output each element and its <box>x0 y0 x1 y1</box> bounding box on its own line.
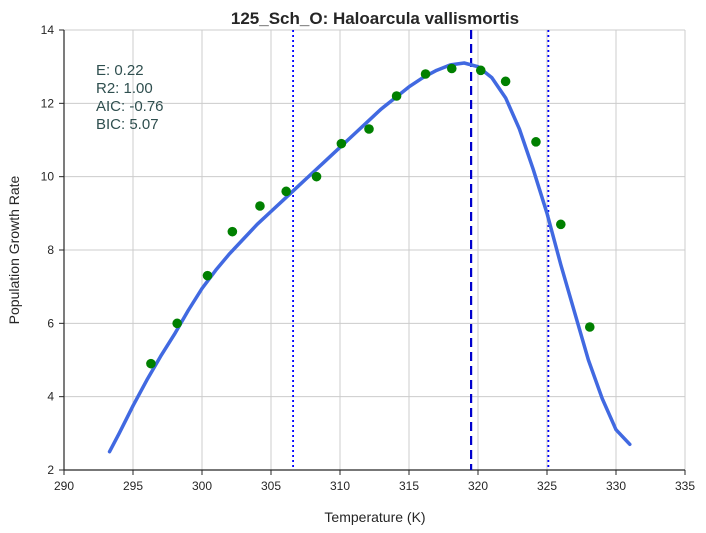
x-tick-label: 300 <box>192 479 212 493</box>
x-tick-label: 325 <box>537 479 557 493</box>
vertical-reference-lines <box>292 30 550 470</box>
data-point <box>420 69 431 79</box>
chart-text: 125_Sch_O: Haloarcula vallismortis Tempe… <box>6 9 519 525</box>
data-point <box>202 270 213 281</box>
x-axis-label: Temperature (K) <box>324 509 425 525</box>
y-tick-label: 10 <box>41 170 55 184</box>
fit-curve <box>107 61 632 454</box>
y-tick-label: 8 <box>47 243 54 257</box>
y-tick-label: 14 <box>41 23 55 37</box>
x-tick-label: 330 <box>606 479 626 493</box>
x-tick-label: 295 <box>123 479 143 493</box>
x-tick-label: 305 <box>261 479 281 493</box>
data-point <box>391 91 402 101</box>
data-point <box>500 76 511 87</box>
data-point <box>311 171 322 182</box>
axes: 290 295 300 305 310 315 320 325 330 335 2 4 6 8 10 12 14 <box>41 23 696 493</box>
y-tick-label: 6 <box>47 316 54 330</box>
fit-curve-layer <box>107 61 632 454</box>
data-point <box>281 186 291 197</box>
data-point <box>584 322 595 332</box>
data-point <box>475 65 486 76</box>
data-point <box>364 124 374 134</box>
data-point <box>146 358 156 369</box>
data-points <box>146 63 595 369</box>
stat-bic: BIC: 5.07 <box>96 116 159 133</box>
data-point <box>556 219 566 230</box>
data-point <box>172 318 182 329</box>
chart-title: 125_Sch_O: Haloarcula vallismortis <box>231 9 519 28</box>
y-tick-label: 2 <box>47 463 54 477</box>
x-tick-label: 320 <box>468 479 488 493</box>
stat-r2: R2: 1.00 <box>96 80 153 97</box>
data-point <box>531 137 541 147</box>
x-tick-label: 335 <box>675 479 695 493</box>
x-tick-label: 310 <box>330 479 350 493</box>
y-tick-label: 4 <box>47 390 54 404</box>
y-axis-label: Population Growth Rate <box>6 175 22 324</box>
grid <box>64 29 686 470</box>
stat-e: E: 0.22 <box>96 62 144 79</box>
data-point <box>446 63 457 74</box>
x-tick-label: 290 <box>54 479 74 493</box>
data-point <box>336 138 347 149</box>
data-point <box>255 201 265 211</box>
data-point <box>227 226 238 237</box>
stat-aic: AIC: -0.76 <box>96 98 164 115</box>
x-tick-label: 315 <box>399 479 419 493</box>
y-tick-label: 12 <box>41 96 55 110</box>
